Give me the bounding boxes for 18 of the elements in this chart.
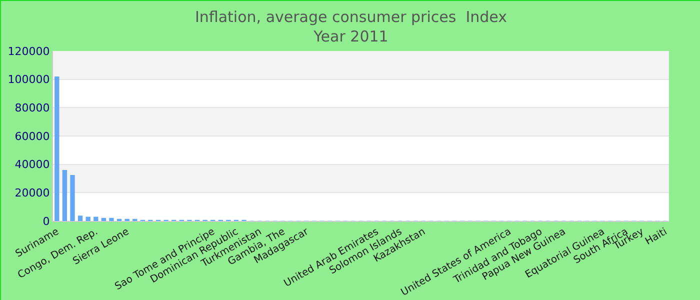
y-tick-label: 120000 bbox=[8, 44, 50, 58]
x-tick-label: Haiti bbox=[644, 226, 670, 248]
bar bbox=[109, 218, 114, 221]
bar bbox=[78, 216, 83, 221]
chart-title: Inflation, average consumer prices Index bbox=[194, 8, 508, 26]
bar bbox=[86, 216, 90, 221]
y-tick-label: 20000 bbox=[14, 186, 50, 200]
y-tick-label: 0 bbox=[42, 214, 50, 228]
bar bbox=[94, 216, 98, 221]
bar bbox=[62, 170, 68, 221]
chart-subtitle: Year 2011 bbox=[312, 28, 388, 46]
bar bbox=[70, 174, 75, 221]
y-tick-label: 40000 bbox=[14, 158, 50, 172]
y-tick-label: 100000 bbox=[8, 73, 50, 86]
y-tick-label: 80000 bbox=[14, 102, 50, 115]
bar bbox=[101, 218, 106, 221]
bar bbox=[54, 76, 60, 221]
y-tick-label: 60000 bbox=[14, 130, 50, 143]
